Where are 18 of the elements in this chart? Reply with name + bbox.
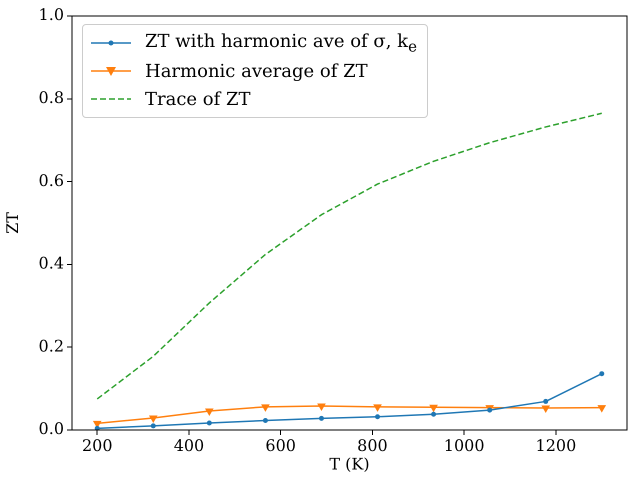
line-series (96, 112, 603, 400)
legend-label: Harmonic average of ZT (145, 60, 368, 82)
y-tick-label: 0.4 (38, 254, 64, 273)
x-tick-label: 800 (357, 436, 388, 455)
y-tick-label: 1.0 (38, 5, 64, 24)
y-tick-label: 0.6 (38, 170, 64, 190)
x-tick-label: 200 (82, 436, 112, 455)
y-axis-title: ZT (2, 212, 22, 234)
y-tick-label: 0.8 (38, 88, 64, 107)
x-tick-label: 1200 (536, 436, 576, 455)
legend-label: Trace of ZT (145, 88, 251, 110)
x-tick-label: 400 (174, 436, 204, 455)
x-tick-label: 600 (265, 436, 296, 455)
x-tick-label: 1000 (444, 436, 485, 455)
y-tick-label: 0.2 (38, 336, 64, 356)
y-tick-label: 0.0 (38, 419, 64, 438)
legend-label: ZT with harmonic ave of σ, k$_{e}$ (145, 30, 417, 56)
x-axis-title: T (K) (329, 454, 370, 474)
